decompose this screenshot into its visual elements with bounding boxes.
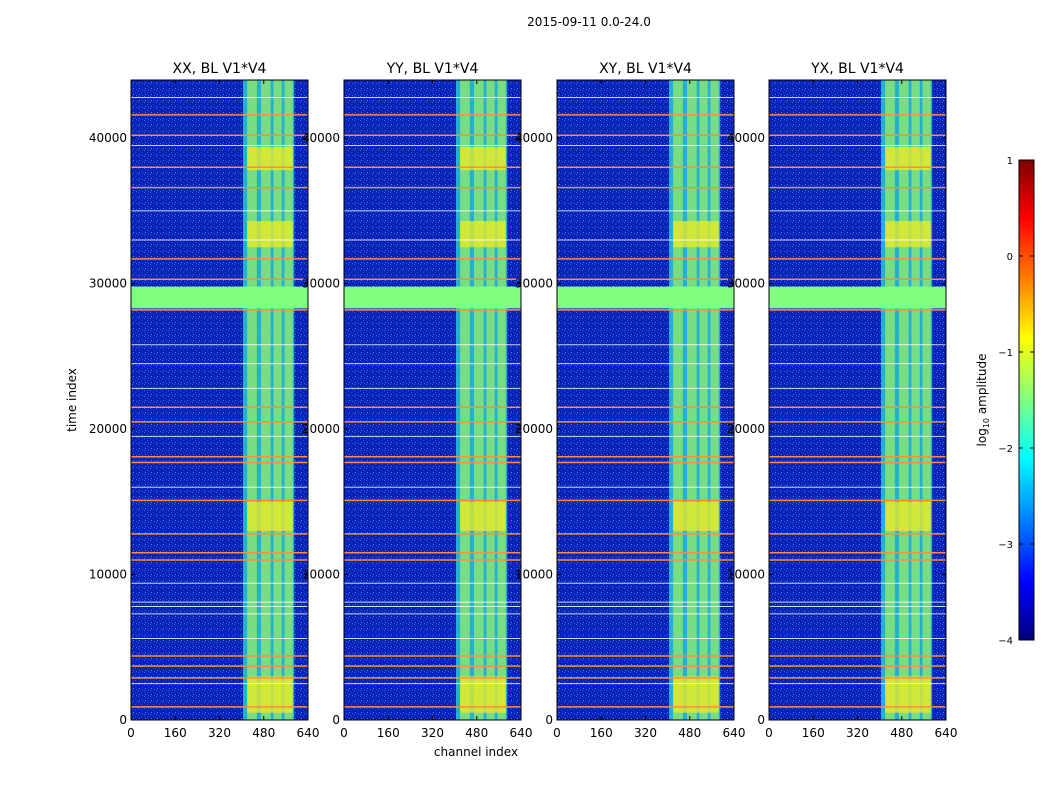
flag-band — [769, 286, 946, 309]
panels: XX, BL V1*V4 0 160 320 480 640 0 10000 20000 3000… — [65, 61, 957, 759]
y-tick-label: 10000 — [727, 568, 765, 582]
colorbar-tick-label: 1 — [1007, 156, 1013, 167]
x-axis-label: channel index — [434, 745, 518, 759]
colorbar-tick-label: 0 — [1007, 252, 1013, 263]
signal-column — [247, 80, 257, 720]
hot-block — [885, 221, 931, 248]
x-tick-label: 0 — [553, 726, 561, 740]
signal-column — [710, 80, 719, 720]
x-tick-label: 480 — [890, 726, 913, 740]
signal-column — [922, 80, 931, 720]
hot-block — [885, 146, 931, 171]
y-tick-label: 0 — [757, 713, 765, 727]
signal-column — [673, 80, 683, 720]
panel-1: XX, BL V1*V4 0 160 320 480 640 0 10000 20000 3000… — [65, 61, 319, 740]
x-tick-label: 640 — [723, 726, 746, 740]
y-tick-label: 30000 — [515, 277, 553, 291]
y-tick-label: 10000 — [89, 568, 127, 582]
x-tick-label: 320 — [846, 726, 869, 740]
x-tick-label: 320 — [634, 726, 657, 740]
y-tick-label: 20000 — [89, 422, 127, 436]
y-axis-label: time index — [65, 368, 79, 432]
x-tick-label: 480 — [465, 726, 488, 740]
signal-column — [699, 80, 708, 720]
signal-column — [686, 80, 697, 720]
x-tick-label: 640 — [510, 726, 533, 740]
y-tick-label: 0 — [545, 713, 553, 727]
x-tick-label: 640 — [935, 726, 958, 740]
colorbar: 1 0 −1 −2 −3 −4 log10 amplitude — [975, 156, 1035, 647]
signal-column — [273, 80, 282, 720]
y-tick-label: 20000 — [727, 422, 765, 436]
x-tick-label: 480 — [678, 726, 701, 740]
hot-block — [460, 221, 506, 248]
x-tick-label: 160 — [377, 726, 400, 740]
y-tick-label: 30000 — [727, 277, 765, 291]
x-tick-label: 0 — [340, 726, 348, 740]
hot-block — [460, 146, 506, 171]
y-tick-label: 0 — [119, 713, 127, 727]
figure-title: 2015-09-11 0.0-24.0 — [527, 15, 651, 29]
colorbar-tick-label: −4 — [998, 636, 1013, 647]
signal-column — [911, 80, 920, 720]
x-tick-label: 320 — [421, 726, 444, 740]
panel-3: XY, BL V1*V4 0 160 320 480 640 0 10000 20000 3000… — [515, 61, 746, 740]
hot-block — [247, 146, 293, 171]
signal-column — [885, 80, 895, 720]
y-tick-label: 0 — [332, 713, 340, 727]
hot-block — [673, 501, 719, 531]
colorbar-gradient — [1018, 159, 1035, 641]
x-tick-label: 320 — [208, 726, 231, 740]
signal-column — [284, 80, 293, 720]
panel-title: XY, BL V1*V4 — [599, 61, 692, 77]
signal-column — [497, 80, 506, 720]
hot-block — [247, 501, 293, 531]
flag-band — [344, 286, 521, 309]
colorbar-tick-label: −2 — [998, 444, 1013, 455]
y-tick-label: 40000 — [89, 131, 127, 145]
colorbar-label: log10 amplitude — [975, 354, 991, 447]
signal-column — [486, 80, 495, 720]
x-tick-label: 160 — [164, 726, 187, 740]
panel-title: YY, BL V1*V4 — [386, 61, 479, 77]
hot-block — [885, 501, 931, 531]
x-tick-label: 640 — [297, 726, 320, 740]
y-tick-label: 20000 — [302, 422, 340, 436]
x-tick-label: 160 — [802, 726, 825, 740]
signal-column — [898, 80, 909, 720]
panel-2: YY, BL V1*V4 0 160 320 480 640 0 10000 20000 3000… — [302, 61, 533, 759]
y-tick-label: 10000 — [302, 568, 340, 582]
x-tick-label: 160 — [590, 726, 613, 740]
panel-4: YX, BL V1*V4 0 160 320 480 640 0 10000 20000 3000… — [727, 61, 958, 740]
colorbar-ticks: 1 0 −1 −2 −3 −4 — [998, 156, 1034, 647]
y-tick-label: 40000 — [515, 131, 553, 145]
y-tick-label: 30000 — [302, 277, 340, 291]
colorbar-tick-label: −3 — [998, 540, 1013, 551]
y-tick-label: 40000 — [302, 131, 340, 145]
x-tick-label: 0 — [127, 726, 135, 740]
y-tick-label: 20000 — [515, 422, 553, 436]
flag-band — [557, 286, 734, 309]
panel-title: YX, BL V1*V4 — [810, 61, 904, 77]
hot-block — [460, 501, 506, 531]
y-tick-label: 30000 — [89, 277, 127, 291]
y-tick-label: 10000 — [515, 568, 553, 582]
x-tick-label: 0 — [765, 726, 773, 740]
signal-column — [473, 80, 484, 720]
panel-title: XX, BL V1*V4 — [173, 61, 267, 77]
hot-block — [247, 221, 293, 248]
flag-band — [131, 286, 308, 309]
signal-column — [460, 80, 470, 720]
hot-block — [673, 221, 719, 248]
colorbar-tick-label: −1 — [998, 348, 1013, 359]
y-tick-label: 40000 — [727, 131, 765, 145]
signal-column — [260, 80, 271, 720]
x-tick-label: 480 — [252, 726, 275, 740]
